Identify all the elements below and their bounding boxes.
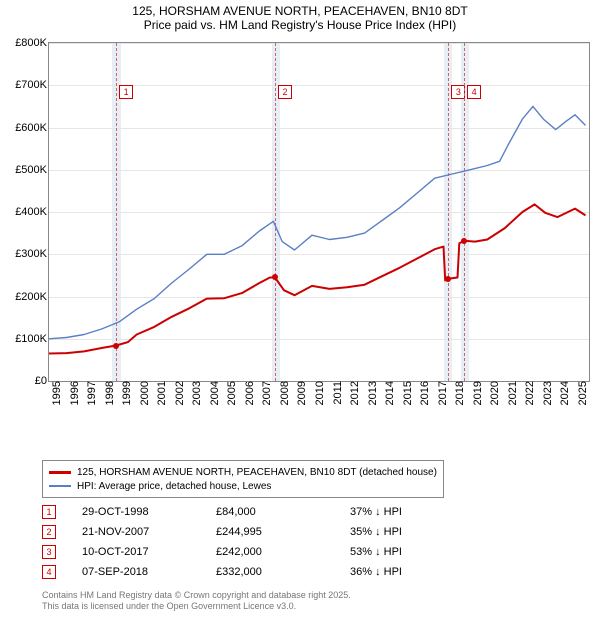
sale-row-marker: 4 bbox=[42, 565, 56, 579]
x-axis-label: 2008 bbox=[275, 381, 291, 405]
legend-swatch bbox=[49, 485, 71, 487]
x-axis-label: 2000 bbox=[135, 381, 151, 405]
sale-row-price: £84,000 bbox=[216, 506, 336, 518]
legend-row: 125, HORSHAM AVENUE NORTH, PEACEHAVEN, B… bbox=[49, 465, 437, 479]
sale-row-price: £332,000 bbox=[216, 566, 336, 578]
copyright-footnote: Contains HM Land Registry data © Crown c… bbox=[42, 590, 351, 613]
x-axis-label: 2001 bbox=[152, 381, 168, 405]
x-axis-label: 2009 bbox=[292, 381, 308, 405]
y-axis-label: £600K bbox=[15, 122, 49, 134]
footnote-line2: This data is licensed under the Open Gov… bbox=[42, 601, 351, 612]
sale-row-price: £244,995 bbox=[216, 526, 336, 538]
sale-row: 4 07-SEP-2018 £332,000 36% ↓ HPI bbox=[42, 562, 450, 582]
x-axis-label: 2015 bbox=[398, 381, 414, 405]
x-axis-label: 2011 bbox=[328, 381, 344, 405]
x-axis-label: 1996 bbox=[65, 381, 81, 405]
legend-row: HPI: Average price, detached house, Lewe… bbox=[49, 479, 437, 493]
sale-row: 2 21-NOV-2007 £244,995 35% ↓ HPI bbox=[42, 522, 450, 542]
title-subtitle: Price paid vs. HM Land Registry's House … bbox=[0, 18, 600, 32]
sale-row: 3 10-OCT-2017 £242,000 53% ↓ HPI bbox=[42, 542, 450, 562]
x-axis-label: 2016 bbox=[415, 381, 431, 405]
x-axis-label: 2021 bbox=[503, 381, 519, 405]
x-axis-label: 2014 bbox=[380, 381, 396, 405]
series-line-hpi bbox=[49, 106, 586, 338]
series-line-paid bbox=[49, 204, 586, 353]
x-axis-label: 2006 bbox=[240, 381, 256, 405]
x-axis-label: 1997 bbox=[82, 381, 98, 405]
x-axis-label: 2012 bbox=[345, 381, 361, 405]
x-axis-label: 2020 bbox=[485, 381, 501, 405]
title-address: 125, HORSHAM AVENUE NORTH, PEACEHAVEN, B… bbox=[0, 4, 600, 18]
y-axis-label: £800K bbox=[15, 37, 49, 49]
sale-row-price: £242,000 bbox=[216, 546, 336, 558]
x-axis-label: 2007 bbox=[257, 381, 273, 405]
x-axis-label: 2018 bbox=[450, 381, 466, 405]
series-svg bbox=[49, 43, 589, 381]
sales-table: 1 29-OCT-1998 £84,000 37% ↓ HPI 2 21-NOV-2007… bbox=[42, 502, 450, 582]
y-axis-label: £700K bbox=[15, 79, 49, 91]
x-axis-label: 2004 bbox=[205, 381, 221, 405]
y-axis-label: £400K bbox=[15, 206, 49, 218]
sale-row-diff: 37% ↓ HPI bbox=[350, 506, 450, 518]
sale-row: 1 29-OCT-1998 £84,000 37% ↓ HPI bbox=[42, 502, 450, 522]
chart-area: £0£100K£200K£300K£400K£500K£600K£700K£80… bbox=[8, 42, 592, 422]
x-axis-label: 2024 bbox=[555, 381, 571, 405]
sale-point bbox=[272, 274, 278, 280]
x-axis-label: 2019 bbox=[468, 381, 484, 405]
x-axis-label: 2013 bbox=[363, 381, 379, 405]
y-axis-label: £300K bbox=[15, 248, 49, 260]
y-axis-label: £100K bbox=[15, 333, 49, 345]
legend: 125, HORSHAM AVENUE NORTH, PEACEHAVEN, B… bbox=[42, 460, 444, 498]
x-axis-label: 1998 bbox=[100, 381, 116, 405]
footnote-line1: Contains HM Land Registry data © Crown c… bbox=[42, 590, 351, 601]
sale-row-date: 29-OCT-1998 bbox=[82, 506, 202, 518]
sale-point bbox=[445, 276, 451, 282]
sale-row-date: 07-SEP-2018 bbox=[82, 566, 202, 578]
legend-swatch bbox=[49, 471, 71, 474]
chart-titles: 125, HORSHAM AVENUE NORTH, PEACEHAVEN, B… bbox=[0, 0, 600, 32]
x-axis-label: 2003 bbox=[187, 381, 203, 405]
x-axis-label: 2022 bbox=[520, 381, 536, 405]
y-axis-label: £500K bbox=[15, 164, 49, 176]
sale-row-diff: 53% ↓ HPI bbox=[350, 546, 450, 558]
sale-row-date: 10-OCT-2017 bbox=[82, 546, 202, 558]
x-axis-label: 2023 bbox=[538, 381, 554, 405]
sale-row-date: 21-NOV-2007 bbox=[82, 526, 202, 538]
plot-area: £0£100K£200K£300K£400K£500K£600K£700K£80… bbox=[48, 42, 590, 382]
sale-row-marker: 3 bbox=[42, 545, 56, 559]
x-axis-label: 1995 bbox=[47, 381, 63, 405]
x-axis-label: 2002 bbox=[170, 381, 186, 405]
x-axis-label: 1999 bbox=[117, 381, 133, 405]
sale-point bbox=[113, 343, 119, 349]
sale-point bbox=[461, 238, 467, 244]
sale-row-marker: 2 bbox=[42, 525, 56, 539]
x-axis-label: 2005 bbox=[222, 381, 238, 405]
sale-row-marker: 1 bbox=[42, 505, 56, 519]
x-axis-label: 2025 bbox=[573, 381, 589, 405]
y-axis-label: £200K bbox=[15, 291, 49, 303]
x-axis-label: 2017 bbox=[433, 381, 449, 405]
sale-row-diff: 36% ↓ HPI bbox=[350, 566, 450, 578]
legend-label: 125, HORSHAM AVENUE NORTH, PEACEHAVEN, B… bbox=[77, 467, 437, 478]
sale-row-diff: 35% ↓ HPI bbox=[350, 526, 450, 538]
x-axis-label: 2010 bbox=[310, 381, 326, 405]
house-price-chart-card: 125, HORSHAM AVENUE NORTH, PEACEHAVEN, B… bbox=[0, 0, 600, 620]
legend-label: HPI: Average price, detached house, Lewe… bbox=[77, 481, 271, 492]
